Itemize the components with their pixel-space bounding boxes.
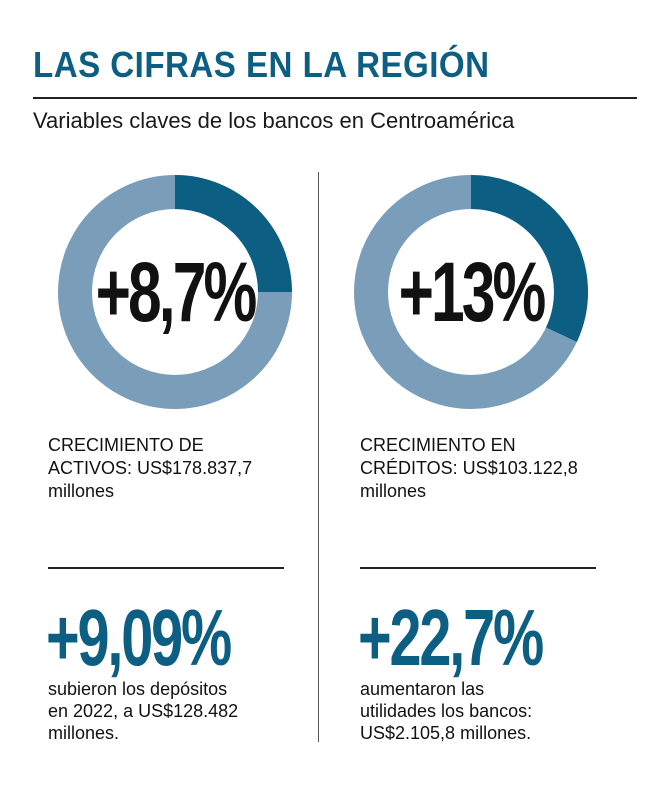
- donut-credits-caption: CRECIMIENTO EN CRÉDITOS: US$103.122,8 mi…: [360, 434, 578, 503]
- caption-line: ACTIVOS: US$178.837,7: [48, 458, 253, 478]
- donut-assets-chart: [58, 175, 292, 409]
- stat-desc-line: subieron los depósitos: [48, 679, 228, 699]
- page-title: LAS CIFRAS EN LA REGIÓN: [33, 44, 490, 85]
- stat-desc-line: US$2.105,8 millones.: [360, 723, 532, 743]
- stat-desc-line: en 2022, a US$128.482: [48, 701, 239, 721]
- stat-profits-description: aumentaron las utilidades los bancos: US…: [360, 678, 532, 744]
- stat-profits-value: +22,7%: [358, 593, 544, 682]
- title-divider: [33, 97, 637, 99]
- stat-desc-line: utilidades los bancos:: [360, 701, 533, 721]
- donut-credits-highlight-arc: [470, 175, 588, 342]
- stat-desc-line: aumentaron las: [360, 679, 485, 699]
- caption-line: CRÉDITOS: US$103.122,8: [360, 458, 578, 478]
- caption-line: CRECIMIENTO EN: [360, 435, 516, 455]
- caption-line: millones: [48, 481, 115, 501]
- caption-line: CRECIMIENTO DE: [48, 435, 204, 455]
- donut-assets-caption: CRECIMIENTO DE ACTIVOS: US$178.837,7 mil…: [48, 434, 252, 503]
- section-divider-left: [48, 567, 284, 569]
- donut-assets-highlight-arc: [174, 175, 292, 293]
- donut-credits-value: +13%: [398, 244, 547, 339]
- stat-deposits-value: +9,09%: [46, 593, 232, 682]
- stat-desc-line: millones.: [48, 723, 120, 743]
- section-divider-right: [360, 567, 596, 569]
- donut-credits: +13%: [353, 174, 589, 410]
- stat-deposits-description: subieron los depósitos en 2022, a US$128…: [48, 678, 238, 744]
- page-subtitle: Variables claves de los bancos en Centro…: [33, 108, 515, 133]
- caption-line: millones: [360, 481, 427, 501]
- column-divider: [318, 172, 319, 742]
- donut-assets-value: +8,7%: [95, 244, 258, 339]
- donut-credits-chart: [354, 175, 588, 409]
- donut-assets: +8,7%: [57, 174, 293, 410]
